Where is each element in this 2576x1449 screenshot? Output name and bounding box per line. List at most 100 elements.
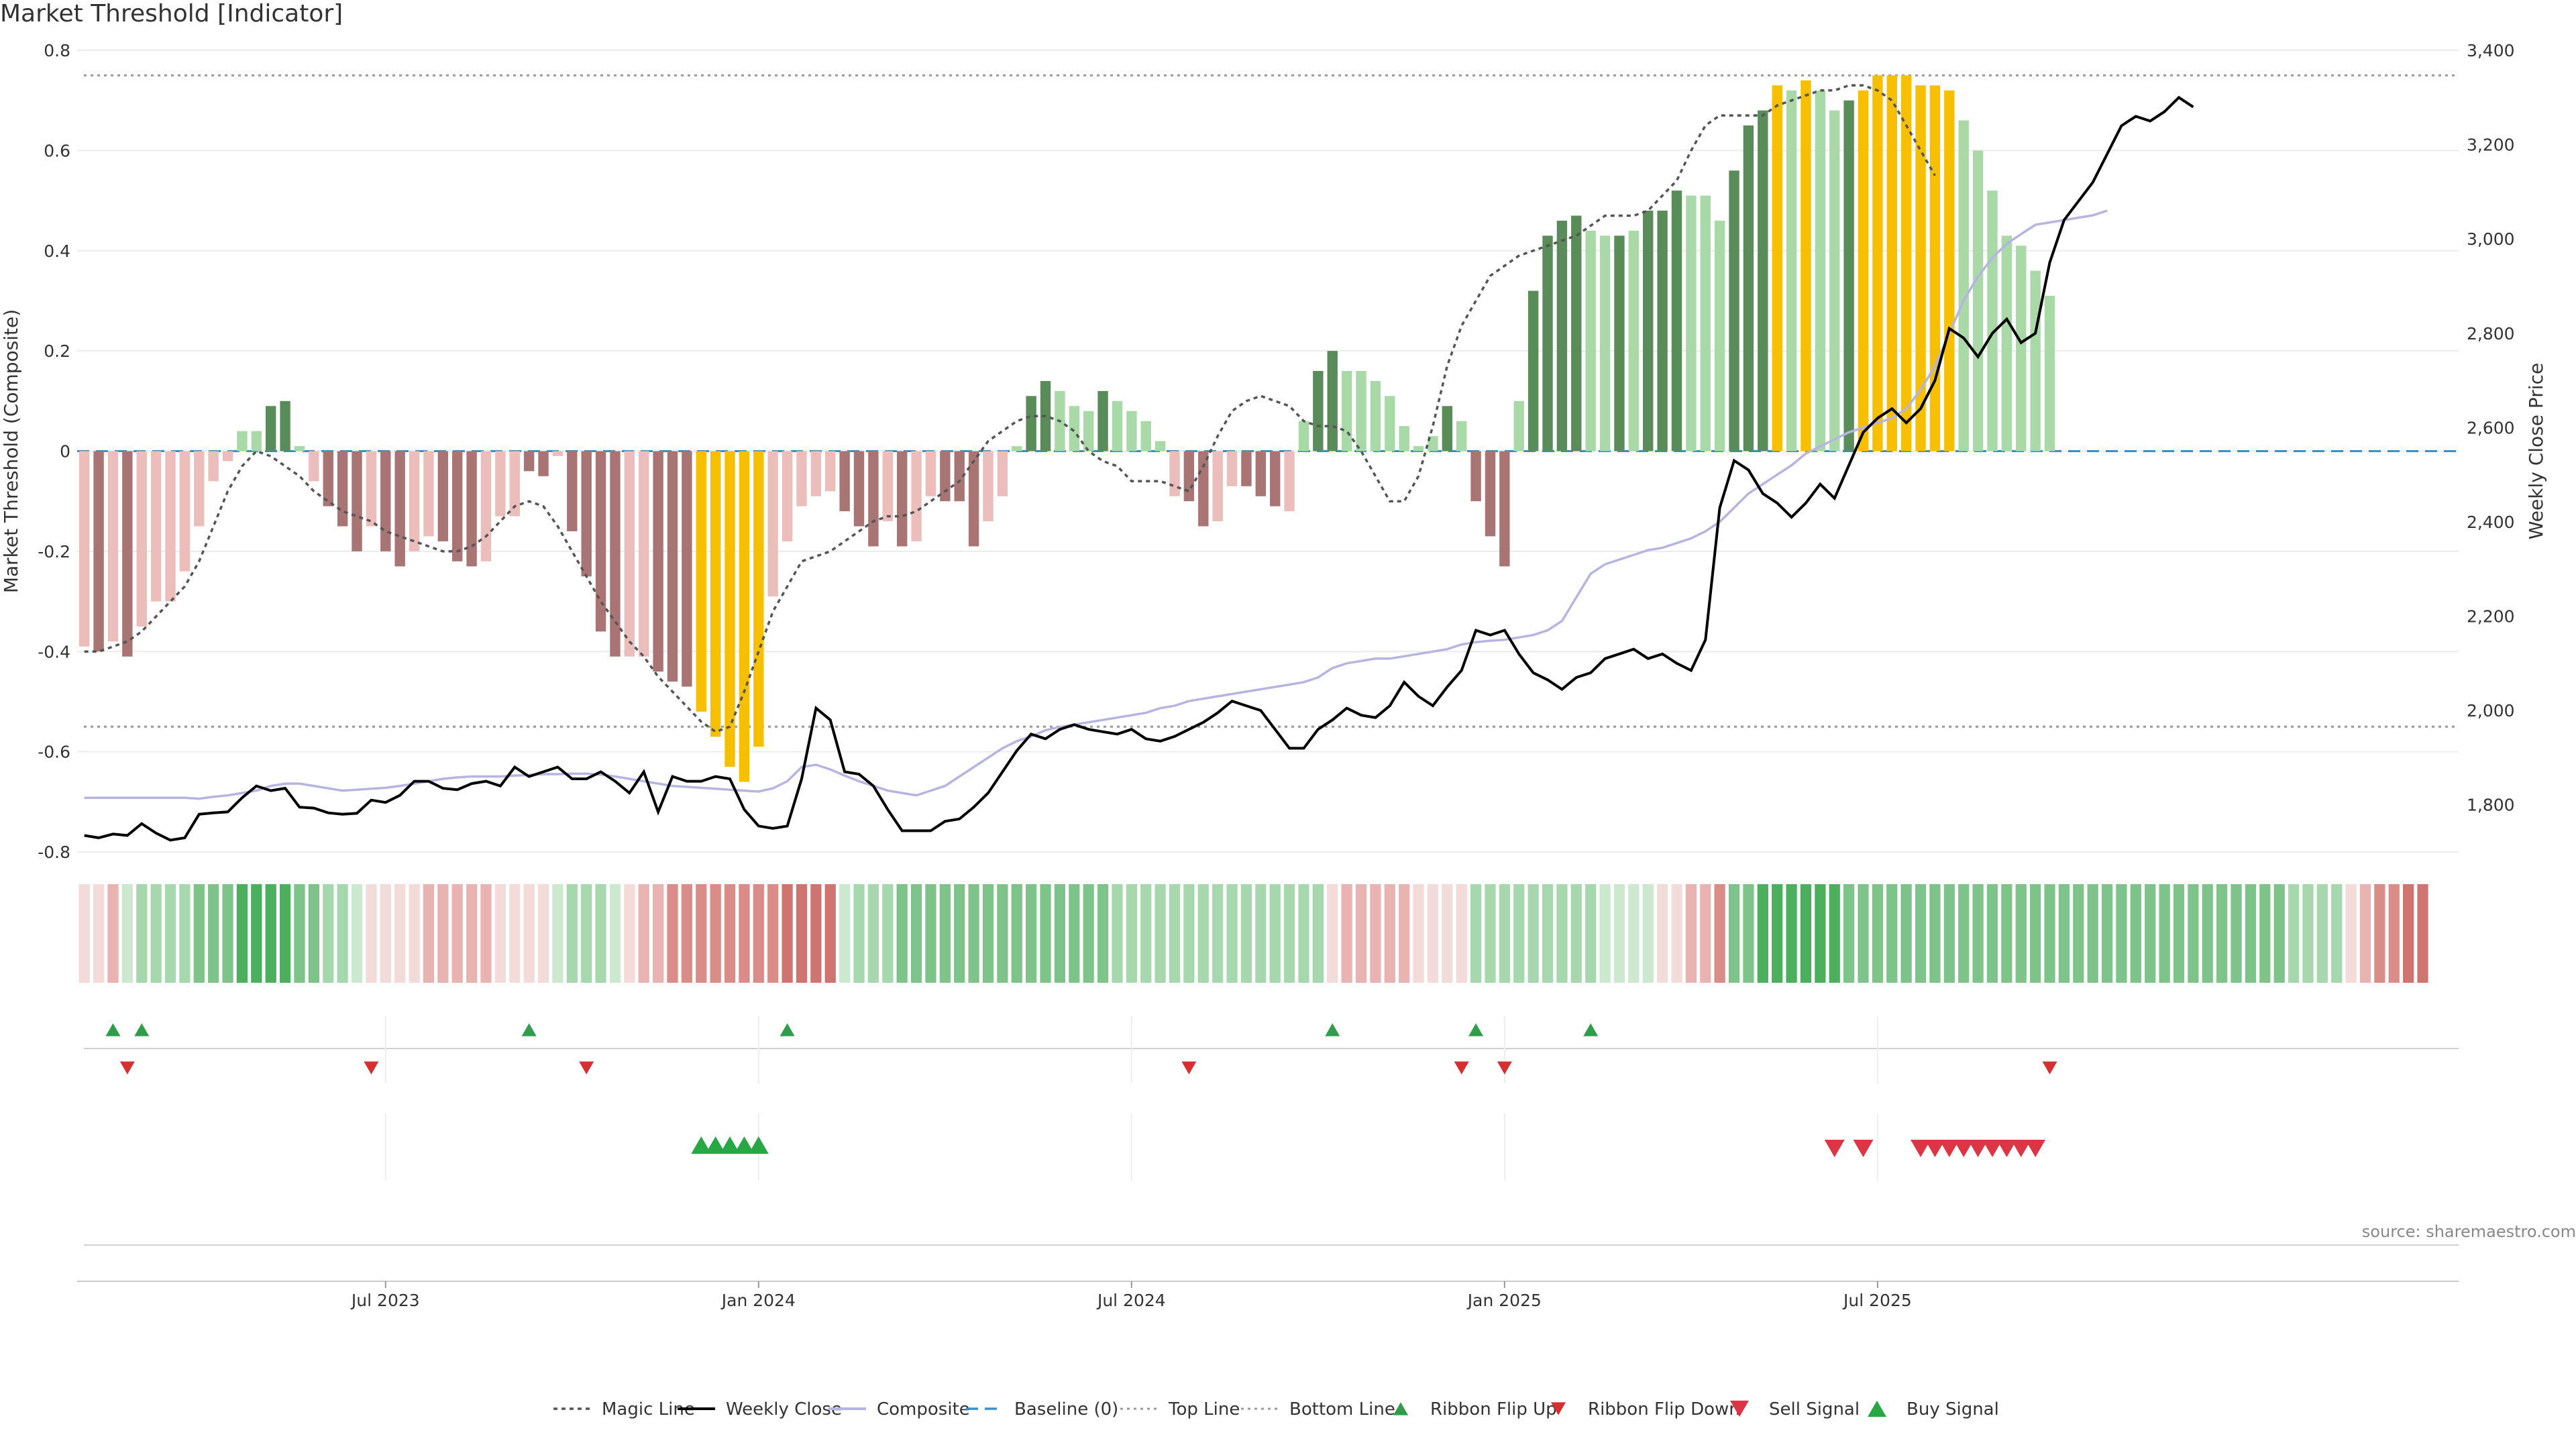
y-tick-label: 0.8 <box>44 41 70 60</box>
composite-bar <box>1341 371 1352 451</box>
chart-title: Market Threshold [Indicator] <box>0 0 343 28</box>
ribbon-cell <box>939 884 951 983</box>
ribbon-cell <box>2073 884 2084 983</box>
composite-bar <box>366 451 377 527</box>
x-tick-label: Jul 2025 <box>1842 1291 1912 1310</box>
ribbon-cell <box>1126 884 1137 983</box>
ribbon-cell <box>1054 884 1066 983</box>
ribbon-cell <box>1312 884 1324 983</box>
ribbon-cell <box>853 884 865 983</box>
composite-bar <box>1198 451 1209 527</box>
ribbon-cell <box>351 884 363 983</box>
ribbon-cell <box>2288 884 2300 983</box>
composite-bar <box>523 451 535 472</box>
ribbon-cell <box>910 884 922 983</box>
ribbon-cell <box>595 884 606 983</box>
ribbon-cell <box>2159 884 2170 983</box>
ribbon-cell <box>150 884 162 983</box>
sell-signal-marker <box>1939 1139 1960 1158</box>
legend-swatch-flip-down <box>1551 1402 1566 1415</box>
ribbon-cell <box>423 884 435 983</box>
y2-tick-label: 3,400 <box>2467 41 2515 60</box>
composite-bar <box>1327 351 1338 451</box>
ribbon-cell <box>323 884 334 983</box>
y-tick-label: 0.2 <box>44 341 70 361</box>
y2-tick-label: 2,600 <box>2467 418 2515 437</box>
legend[interactable]: Magic Line Weekly Close Composite Baseline … <box>553 1399 1999 1419</box>
legend-item: Baseline (0) <box>966 1399 1118 1419</box>
ribbon-cell <box>609 884 621 983</box>
ribbon-flip-up-marker <box>1468 1023 1484 1036</box>
legend-item: Composite <box>828 1399 970 1419</box>
composite-bar <box>954 451 965 502</box>
composite-bar <box>940 451 951 502</box>
weekly-close-line <box>84 95 2194 842</box>
composite-bar <box>437 451 449 541</box>
y2-tick-label: 3,000 <box>2467 229 2515 249</box>
sell-signal-marker <box>1911 1139 1931 1158</box>
composite-bar <box>1671 191 1682 451</box>
composite-bar <box>1599 235 1611 451</box>
composite-bar <box>868 451 879 547</box>
ribbon-cell <box>2130 884 2141 983</box>
ribbon-cell <box>2202 884 2213 983</box>
ribbon-cell <box>739 884 750 983</box>
ribbon-cell <box>1370 884 1381 983</box>
composite-bar <box>925 451 936 496</box>
ribbon-cell <box>494 884 506 983</box>
ribbon-cell <box>509 884 521 983</box>
sell-signal-marker <box>2025 1139 2046 1158</box>
ribbon-cell <box>896 884 908 983</box>
ribbon-cell <box>1743 884 1754 983</box>
composite-bar <box>1628 230 1640 451</box>
sell-signal-marker <box>2010 1139 2031 1158</box>
composite-bar <box>1527 290 1539 451</box>
composite-bar <box>309 451 319 482</box>
ribbon-cell <box>1341 884 1352 983</box>
composite-bar <box>78 451 90 647</box>
ribbon-cell <box>1685 884 1697 983</box>
ribbon-cell <box>1829 884 1840 983</box>
y-tick-label: -0.4 <box>38 642 70 661</box>
ribbon-cell <box>451 884 463 983</box>
composite-bars <box>78 75 2055 782</box>
ribbon-cell <box>2188 884 2199 983</box>
composite-bar <box>179 451 191 572</box>
ribbon-cell <box>394 884 406 983</box>
composite-bar <box>1872 75 1883 451</box>
composite-bar <box>796 451 807 506</box>
composite-bar <box>1542 235 1553 451</box>
composite-bar <box>1012 446 1022 451</box>
composite-bar <box>1241 451 1252 486</box>
ribbon-cell <box>681 884 693 983</box>
ribbon-cell <box>710 884 721 983</box>
composite-bar <box>194 451 205 527</box>
composite-bar <box>495 451 506 517</box>
composite-bar <box>352 451 362 551</box>
composite-bar <box>380 451 391 551</box>
composite-bar <box>639 451 649 657</box>
buy-signal-marker <box>705 1136 726 1155</box>
composite-bar <box>2001 235 2012 451</box>
composite-bar <box>2030 270 2041 451</box>
composite-bar <box>394 451 405 567</box>
ribbon-cell <box>2302 884 2314 983</box>
composite-bar <box>452 451 463 561</box>
ribbon-cell <box>782 884 793 983</box>
ribbon-cell <box>1427 884 1439 983</box>
ribbon-cell <box>1570 884 1582 983</box>
ribbon-cell <box>1800 884 1812 983</box>
ribbon-flip-up-marker <box>780 1023 795 1036</box>
ribbon-cell <box>2001 884 2012 983</box>
legend-swatch-buy <box>1868 1400 1886 1417</box>
ribbon-cell <box>1226 884 1238 983</box>
ribbon-cell <box>1155 884 1166 983</box>
ribbon-cell <box>997 884 1008 983</box>
ribbon-cell <box>2245 884 2257 983</box>
y2-axis-label: Weekly Close Price <box>2525 363 2547 539</box>
ribbon-cell <box>1283 884 1295 983</box>
ribbon-cell <box>121 884 133 983</box>
ribbon-cell <box>537 884 549 983</box>
composite-bar <box>1686 195 1697 451</box>
ribbon-cell <box>2030 884 2041 983</box>
